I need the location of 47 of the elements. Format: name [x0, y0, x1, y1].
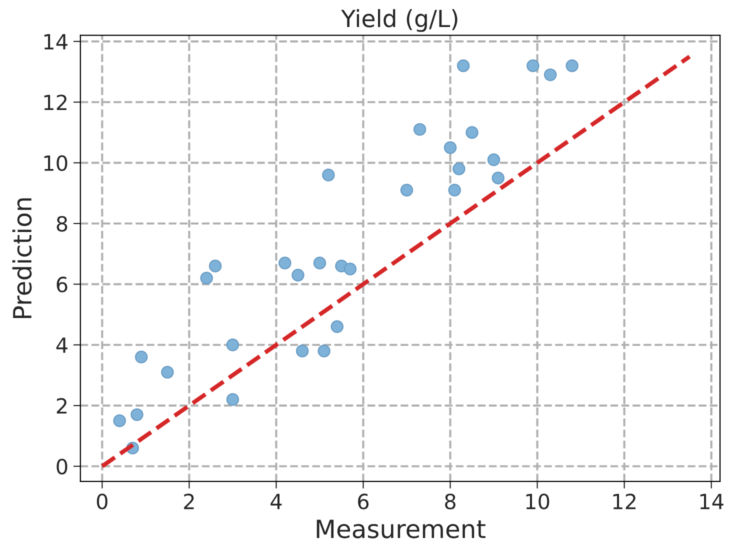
point	[278, 256, 292, 270]
point	[487, 153, 500, 166]
point	[318, 344, 330, 358]
point	[226, 338, 240, 352]
point	[226, 393, 240, 406]
point	[200, 272, 213, 284]
y-tick-label: 6	[56, 276, 68, 292]
point	[134, 350, 148, 364]
point	[466, 126, 478, 139]
point	[452, 162, 466, 176]
y-axis-title: Prediction	[12, 198, 32, 318]
y-tick-label: 10	[44, 155, 68, 172]
x-tick-label: 10	[526, 494, 550, 510]
y-tick-label: 2	[56, 398, 67, 414]
y-tick-label: 0	[56, 458, 68, 474]
point	[526, 59, 540, 72]
point	[322, 168, 335, 182]
point	[448, 184, 461, 196]
x-tick-label: 6	[358, 494, 369, 510]
x-tick-label: 0	[96, 494, 108, 510]
point	[456, 59, 470, 72]
point	[296, 344, 309, 358]
point	[292, 268, 304, 282]
point	[544, 68, 557, 82]
chart-title: Yield (g/L)	[341, 9, 458, 32]
x-tick-label: 4	[270, 494, 282, 510]
point	[161, 366, 174, 379]
x-tick-label: 8	[445, 494, 456, 510]
point	[130, 408, 144, 422]
point	[566, 59, 578, 72]
point	[344, 262, 357, 276]
point	[208, 260, 222, 272]
x-tick-label: 14	[700, 494, 724, 510]
point	[400, 184, 414, 196]
point	[313, 256, 326, 270]
y-tick-label: 8	[56, 216, 68, 232]
y-tick-label: 14	[44, 34, 68, 50]
y-tick-label: 12	[44, 94, 67, 110]
point	[492, 172, 504, 184]
x-tick-label: 2	[184, 494, 194, 510]
point	[413, 123, 426, 136]
x-axis-title: Measurement	[316, 520, 486, 538]
x-tick-label: 12	[613, 494, 636, 510]
point	[113, 414, 126, 428]
point	[330, 320, 344, 334]
point	[444, 141, 457, 154]
y-tick-label: 4	[56, 338, 68, 353]
